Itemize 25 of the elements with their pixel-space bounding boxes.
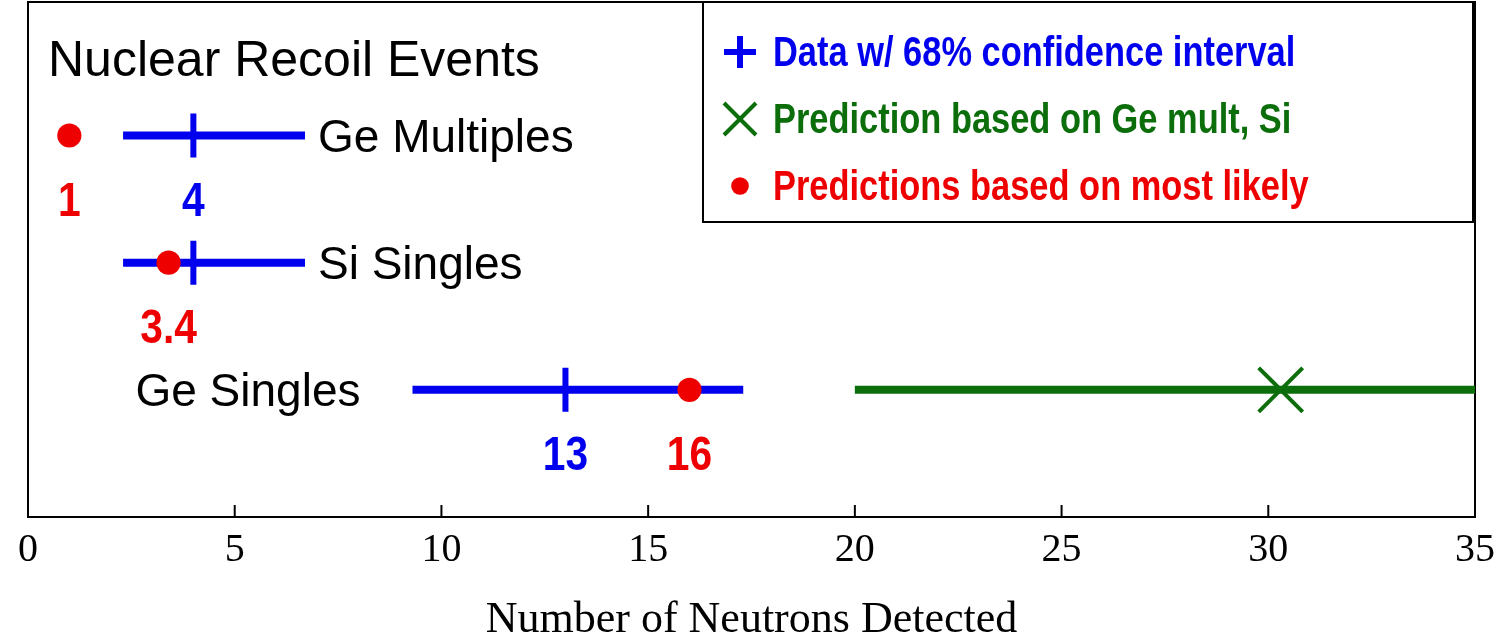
x-tick-label: 35 — [1455, 525, 1495, 570]
data-label: 16 — [666, 426, 713, 480]
y-tick-label: Ge Singles — [135, 363, 361, 416]
legend-label: Prediction based on Ge mult, Si — [773, 94, 1292, 142]
x-tick-label: 25 — [1041, 525, 1082, 570]
x-tick-label: 0 — [18, 525, 38, 570]
x-tick-label: 30 — [1248, 525, 1289, 570]
point — [1256, 365, 1305, 414]
point — [677, 377, 702, 402]
x-tick-label: 15 — [628, 525, 669, 570]
y-tick-label: Si Singles — [318, 236, 523, 289]
data-label: 13 — [542, 426, 589, 480]
data-label: 4 — [182, 172, 205, 226]
point — [57, 123, 82, 148]
y-tick-label: Ge Multiples — [318, 109, 574, 162]
x-axis-title: Number of Neutrons Detected — [485, 593, 1018, 640]
legend-label: Data w/ 68% confidence interval — [773, 27, 1296, 75]
x-tick-label: 10 — [421, 525, 462, 570]
data-label: 3.4 — [140, 299, 198, 353]
legend-label: Predictions based on most likely — [773, 161, 1310, 209]
x-tick-label: 20 — [834, 525, 875, 570]
data-label: 1 — [57, 172, 81, 226]
x-tick-label: 5 — [224, 525, 245, 570]
point — [156, 250, 181, 275]
text: Nuclear Recoil Events — [48, 31, 540, 87]
